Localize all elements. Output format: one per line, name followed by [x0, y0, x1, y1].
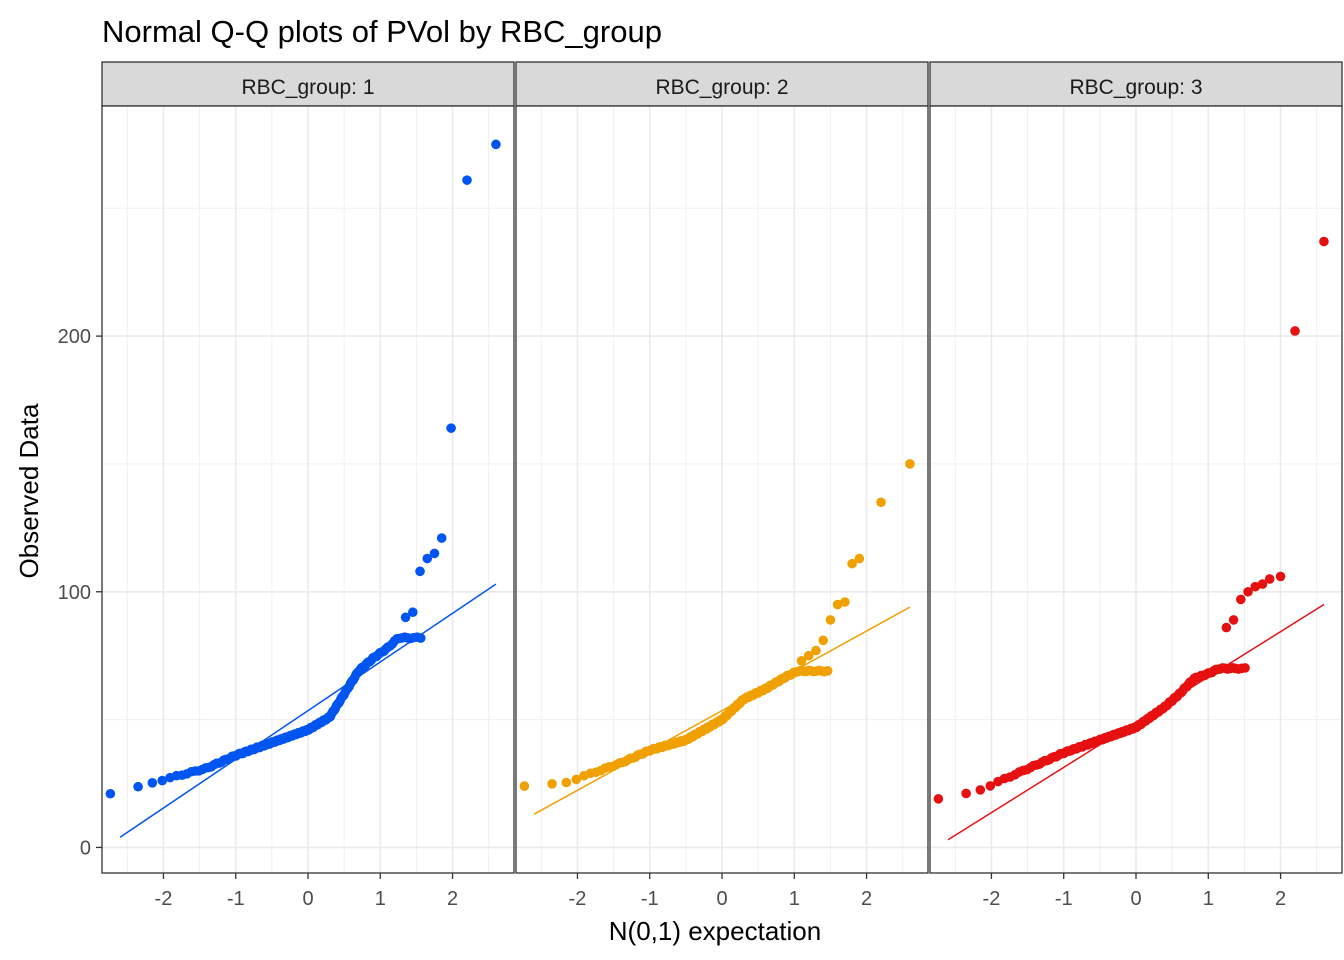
qq-reference-line	[533, 606, 911, 815]
qq-point	[933, 794, 944, 804]
x-tick-label: 2	[447, 888, 458, 910]
qq-point	[571, 774, 582, 785]
qq-point	[105, 788, 116, 799]
facet-strip-label: RBC_group: 2	[655, 76, 788, 99]
qq-point	[1275, 571, 1286, 582]
x-tick-label: -2	[983, 888, 1001, 910]
facet-panel-3: RBC_group: 3 -2 -1 0 1 2	[929, 61, 1343, 910]
x-tick-label: 1	[1203, 888, 1214, 910]
qq-point	[975, 785, 986, 795]
qq-point	[905, 459, 915, 469]
qq-point	[436, 533, 447, 543]
qq-point	[1257, 579, 1268, 589]
x-axis: -2 -1 0 1 2	[983, 873, 1286, 910]
x-axis-title: N(0,1) expectation	[609, 916, 821, 946]
qq-point	[157, 775, 168, 786]
qq-point	[822, 666, 833, 676]
x-tick-label: 0	[716, 888, 727, 910]
qq-point	[491, 139, 501, 150]
qq-point	[876, 497, 886, 508]
qq-point	[796, 655, 807, 666]
qq-point	[462, 175, 472, 185]
qq-point	[400, 612, 411, 623]
x-tick-label: -1	[1055, 888, 1073, 910]
qq-point	[840, 597, 850, 607]
qq-point	[1319, 236, 1329, 247]
qq-reference-line	[119, 583, 497, 838]
qq-point	[1264, 574, 1275, 584]
qq-points	[519, 459, 915, 791]
facet-strip	[515, 61, 929, 107]
qq-point	[825, 615, 836, 625]
qq-point	[854, 553, 865, 564]
qq-point	[547, 779, 557, 789]
qq-point	[1228, 615, 1239, 625]
qq-point	[519, 781, 530, 791]
y-tick-label: 0	[80, 837, 91, 859]
qq-point	[147, 777, 158, 788]
x-tick-label: 0	[302, 888, 313, 910]
chart-title: Normal Q-Q plots of PVol by RBC_group	[102, 14, 662, 49]
qq-point	[1240, 663, 1250, 673]
qq-point	[811, 645, 821, 656]
qq-points	[933, 236, 1329, 804]
qq-point	[832, 599, 843, 610]
x-tick-label: 2	[861, 888, 872, 910]
x-tick-label: -1	[641, 888, 659, 910]
qq-point	[847, 558, 857, 569]
qq-point	[985, 781, 996, 791]
x-tick-label: 1	[789, 888, 800, 910]
qq-point	[429, 548, 440, 559]
y-tick-label: 200	[58, 326, 91, 348]
qq-point	[422, 553, 433, 564]
qq-point	[561, 777, 572, 788]
facet-strip-label: RBC_group: 1	[241, 76, 374, 99]
qq-point	[818, 635, 828, 646]
qq-point	[1236, 594, 1246, 605]
qq-point	[961, 788, 971, 799]
x-tick-label: -1	[227, 888, 245, 910]
y-tick-label: 100	[58, 582, 91, 604]
x-axis: -2 -1 0 1 2	[569, 873, 872, 910]
qq-point	[1290, 326, 1300, 336]
x-tick-label: 2	[1275, 888, 1286, 910]
qq-points	[105, 139, 501, 799]
qq-point	[1221, 622, 1232, 633]
qq-point	[1243, 586, 1253, 597]
y-axis-title: Observed Data	[14, 403, 44, 578]
x-tick-label: -2	[569, 888, 587, 910]
qq-point	[446, 423, 456, 433]
facet-panel-2: RBC_group: 2 -2 -1 0 1 2	[515, 61, 929, 910]
panel-grid	[102, 106, 514, 873]
facet-panel-1: RBC_group: 1 -2 -1 0 1 2	[101, 61, 515, 910]
qq-point	[415, 633, 426, 643]
x-tick-label: 1	[375, 888, 386, 910]
qq-point	[1250, 581, 1261, 592]
y-axis: 0 100 200	[58, 326, 102, 859]
qq-point	[133, 781, 143, 792]
facet-strip-label: RBC_group: 3	[1069, 76, 1202, 99]
x-axis: -2 -1 0 1 2	[155, 873, 458, 910]
x-tick-label: 0	[1130, 888, 1141, 910]
panel-grid	[516, 106, 928, 873]
qq-point	[408, 607, 418, 618]
qq-point	[415, 566, 425, 577]
facet-strip	[101, 61, 515, 107]
panel-grid	[930, 106, 1342, 873]
qq-point	[803, 650, 814, 661]
x-tick-label: -2	[155, 888, 173, 910]
